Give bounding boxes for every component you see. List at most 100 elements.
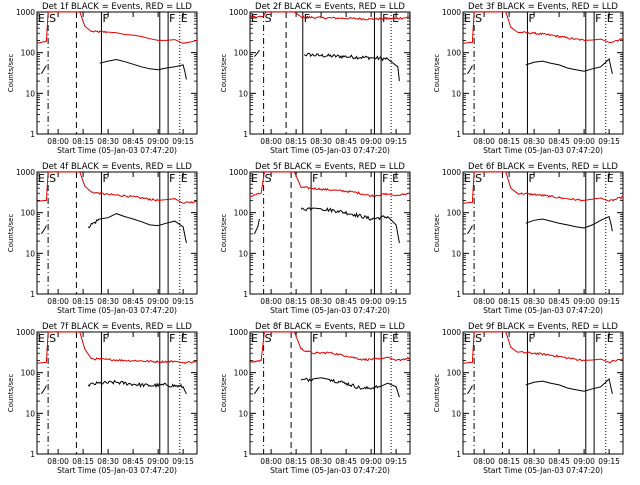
x-tick-label: 08:00 [260, 297, 282, 306]
y-tick-label: 10 [238, 409, 248, 418]
y-tick-label: 1000 [16, 328, 35, 337]
event-marker-label: F [382, 172, 388, 185]
event-marker-label: F [304, 12, 310, 25]
event-marker-label: S [49, 172, 56, 185]
x-tick-label: 08:00 [473, 457, 495, 466]
x-tick-label: 09:00 [360, 457, 382, 466]
event-marker-label: E [181, 332, 188, 345]
lld-series-line [37, 332, 197, 365]
x-tick-label: 08:15 [498, 297, 520, 306]
events-series-line [525, 215, 613, 232]
x-tick-label: 08:30 [523, 137, 545, 146]
y-axis-label: Counts/sec [433, 214, 441, 253]
x-tick-label: 08:00 [260, 137, 282, 146]
y-tick-label: 1 [30, 450, 35, 459]
y-tick-label: 1 [30, 130, 35, 139]
x-tick-label: 08:15 [72, 457, 94, 466]
events-series-line [300, 377, 400, 398]
panel-title: Det 8f BLACK = Events, RED = LLD [255, 322, 405, 332]
panel-8: Det 8f BLACK = Events, RED = LLD 1 10 100 10… [220, 322, 411, 475]
y-tick-label: 1000 [442, 168, 461, 177]
y-axis-label: Counts/sec [7, 374, 15, 413]
event-marker-label: F [382, 332, 388, 345]
event-marker-label: F [595, 12, 601, 25]
lld-series-line [463, 172, 623, 204]
event-marker-label: S [265, 332, 272, 345]
event-marker-label: F [102, 332, 108, 345]
event-marker-label: E [38, 12, 45, 25]
panel-title: Det 7f BLACK = Events, RED = LLD [42, 322, 192, 332]
x-tick-label: 08:15 [498, 137, 520, 146]
x-tick-label: 09:00 [147, 137, 169, 146]
y-tick-label: 1000 [442, 328, 461, 337]
plot-frame [36, 331, 198, 455]
x-tick-label: 08:45 [548, 137, 570, 146]
panel-5: Det 5f BLACK = Events, RED = LLD 1 10 100 10… [220, 162, 411, 315]
x-tick-label: 08:45 [122, 297, 144, 306]
event-marker-label: E [38, 332, 45, 345]
x-tick-label: 09:15 [385, 457, 407, 466]
event-marker-label: E [464, 12, 471, 25]
events-series-line [300, 207, 400, 244]
y-tick-label: 1000 [229, 328, 248, 337]
x-tick-label: 08:30 [523, 457, 545, 466]
x-tick-label: 09:00 [573, 457, 595, 466]
x-tick-label: 09:00 [147, 457, 169, 466]
panel-4: Det 4f BLACK = Events, RED = LLD 1 10 100 10… [7, 162, 198, 315]
y-tick-label: 1 [456, 130, 461, 139]
panel-title: Det 9f BLACK = Events, RED = LLD [468, 322, 618, 332]
x-axis-label: Start Time (05-Jan-03 07:47:20) [57, 466, 177, 475]
lld-series-line [463, 332, 623, 364]
x-tick-label: 08:45 [122, 457, 144, 466]
x-tick-label: 08:15 [72, 137, 94, 146]
event-marker-label: S [49, 332, 56, 345]
x-tick-label: 09:00 [573, 297, 595, 306]
events-series-line [87, 213, 187, 244]
event-marker-label: E [38, 172, 45, 185]
y-tick-label: 10 [451, 249, 461, 258]
y-tick-label: 10 [25, 89, 35, 98]
event-marker-label: F [312, 332, 318, 345]
event-marker-label: S [49, 12, 56, 25]
y-tick-label: 1 [243, 290, 248, 299]
y-axis-label: Counts/sec [433, 374, 441, 413]
x-tick-label: 08:30 [97, 457, 119, 466]
y-tick-label: 100 [21, 209, 36, 218]
y-tick-label: 100 [234, 49, 249, 58]
y-tick-label: 100 [447, 49, 462, 58]
y-tick-label: 100 [234, 209, 249, 218]
panel-7: Det 7f BLACK = Events, RED = LLD 1 10 100 10… [7, 322, 198, 475]
y-tick-label: 1 [243, 130, 248, 139]
lld-series-line [250, 332, 410, 363]
y-axis-label: Counts/sec [433, 54, 441, 93]
events-series-line [40, 385, 47, 395]
panel-6: Det 6f BLACK = Events, RED = LLD 1 10 100 10… [433, 162, 624, 315]
x-axis-label: Start Time (05-Jan-03 07:47:20) [57, 146, 177, 155]
events-series-line [40, 225, 47, 235]
x-tick-label: 08:45 [335, 457, 357, 466]
x-tick-label: 08:00 [47, 137, 69, 146]
y-tick-label: 100 [447, 369, 462, 378]
event-marker-label: E [464, 332, 471, 345]
panel-title: Det 3f BLACK = Events, RED = LLD [468, 2, 618, 12]
plot-frame [462, 11, 624, 135]
plot-frame [462, 171, 624, 295]
event-marker-label: E [251, 172, 258, 185]
event-marker-label: S [475, 332, 482, 345]
lld-series-line [37, 12, 197, 44]
event-marker-label: S [265, 172, 272, 185]
x-tick-label: 08:45 [335, 137, 357, 146]
y-tick-label: 100 [447, 209, 462, 218]
x-axis-label: Start Time (05-Jan-03 07:47:20) [270, 466, 390, 475]
events-series-line [253, 386, 260, 395]
y-tick-label: 1000 [442, 8, 461, 17]
panel-title: Det 5f BLACK = Events, RED = LLD [255, 162, 405, 172]
y-tick-label: 1 [456, 290, 461, 299]
x-axis-label: Start Time (05-Jan-03 07:47:20) [270, 146, 390, 155]
panel-3: Det 3f BLACK = Events, RED = LLD 1 10 100 10… [433, 2, 624, 155]
events-series-line [525, 58, 613, 75]
events-series-line [87, 379, 187, 395]
x-tick-label: 08:15 [285, 457, 307, 466]
x-tick-label: 09:15 [172, 297, 194, 306]
